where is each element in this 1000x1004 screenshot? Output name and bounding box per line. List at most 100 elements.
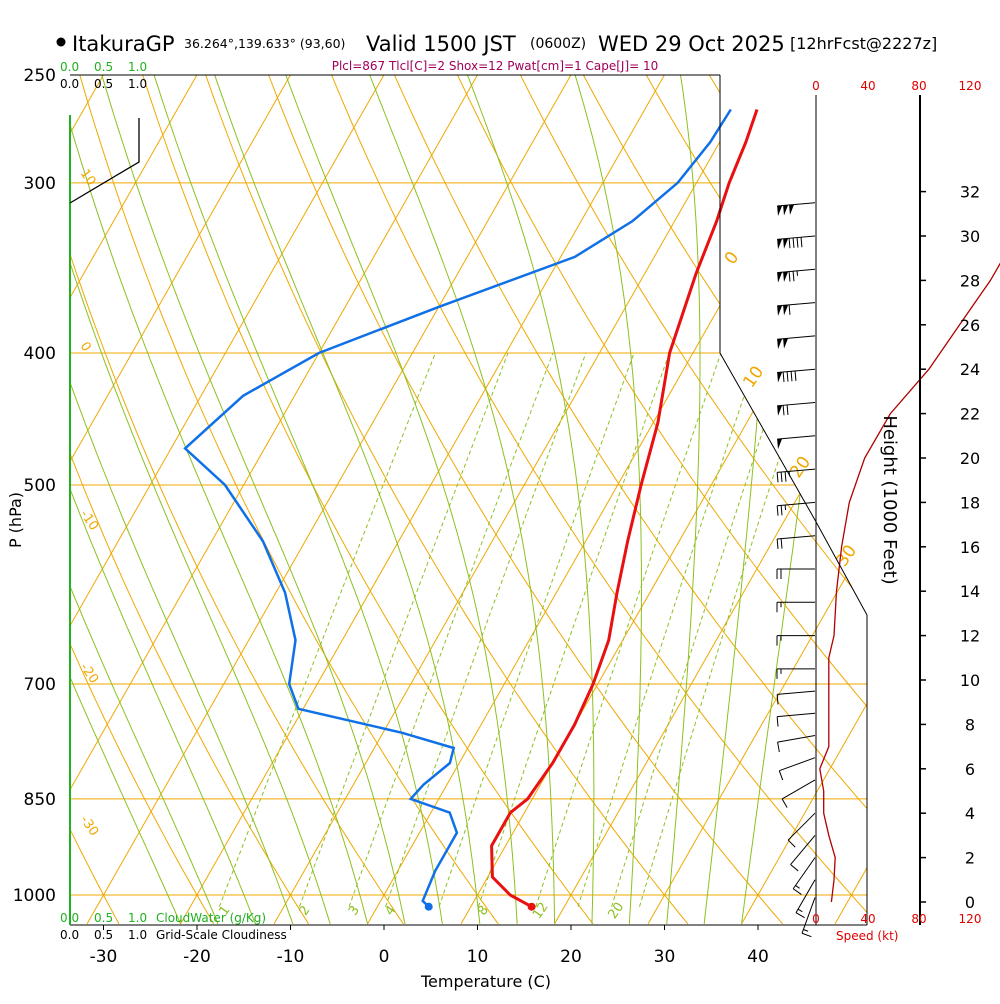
height-tick-label: 8 <box>965 715 975 734</box>
temperature-tick-label: -20 <box>183 947 211 967</box>
height-tick-label: 6 <box>965 760 975 779</box>
speed-tick: 120 <box>959 79 982 93</box>
isotherm-label: 0 <box>721 248 744 268</box>
wind-barb-half-flag <box>798 909 802 912</box>
dry-adiabat-line <box>206 75 688 924</box>
wind-barb <box>777 536 815 549</box>
moist-adiabat-line <box>704 75 773 924</box>
height-tick-label: 28 <box>960 271 980 290</box>
height-tick-label: 16 <box>960 538 980 557</box>
wind-barb-flag <box>777 472 778 482</box>
stability-indices: Plcl=867 Tlcl[C]=2 Shox=12 Pwat[cm]=1 Ca… <box>332 59 659 73</box>
height-axis-title: Height (1000 Feet) <box>879 415 900 584</box>
wind-barb-flag <box>785 472 786 482</box>
wind-barb-flag <box>778 742 780 752</box>
wind-barb-staff <box>779 758 815 771</box>
wind-barbs <box>777 203 815 937</box>
y-axis-title: P (hPa) <box>6 492 25 548</box>
moist-adiabat-line <box>742 75 850 924</box>
wind-barb-flag <box>777 506 778 516</box>
wind-barb-pennant <box>783 272 788 282</box>
wind-barb-pennant <box>777 372 782 382</box>
height-tick-label: 26 <box>960 316 980 335</box>
isotherm-label: 10 <box>739 363 768 392</box>
speed-tick: 0 <box>812 79 820 93</box>
mixing-ratio-line <box>219 353 435 907</box>
cloud-water-tick: 0.5 <box>94 60 113 74</box>
cloud-water-tick: 0.5 <box>94 911 113 925</box>
wind-barb-flag <box>796 913 805 918</box>
speed-tick: 0 <box>812 912 820 926</box>
isotherm-line <box>555 75 1000 924</box>
temperature-tick-label: -10 <box>277 947 305 967</box>
wind-barb-flag <box>789 272 790 282</box>
wind-barb-pennant <box>777 206 782 216</box>
isotherm-line <box>274 75 758 924</box>
isotherm-label: 10 <box>77 167 99 189</box>
mixing-ratio-label: 3 <box>346 903 363 918</box>
wind-barb-half-flag <box>803 930 808 932</box>
wind-barb-pennant <box>777 439 782 449</box>
wind-barb-staff <box>782 780 815 799</box>
wind-barb <box>777 269 815 282</box>
wind-barb <box>777 369 815 382</box>
wind-barb-staff <box>777 502 815 505</box>
wind-barb-flag <box>801 237 802 247</box>
wind-barb-staff <box>791 835 815 864</box>
height-tick-label: 10 <box>960 671 980 690</box>
wind-barb-flag <box>781 539 782 549</box>
wind-barb-flag <box>793 238 794 248</box>
moist-adiabat-line <box>154 75 442 924</box>
valid-date: WED 29 Oct 2025 <box>598 32 785 56</box>
speed-tick: 120 <box>959 912 982 926</box>
height-tick-label: 24 <box>960 360 980 379</box>
mixing-ratio-label: 2 <box>297 903 314 918</box>
forecast-info: [12hrFcst@2227z] <box>790 34 937 53</box>
wind-barb-flag <box>781 472 782 482</box>
wind-barb <box>777 569 815 579</box>
temperature-tick-label: -30 <box>90 947 118 967</box>
mixing-ratio-label: 20 <box>606 900 628 922</box>
wind-barb <box>777 436 815 449</box>
speed-axis-label: Speed (kt) <box>836 929 898 943</box>
isotherm-label: -30 <box>77 813 101 839</box>
isotherm-line <box>461 75 945 924</box>
wind-barb <box>778 736 815 752</box>
wind-barb-pennant <box>783 305 788 315</box>
dry-adiabat-line <box>709 75 1000 924</box>
surface-dewpoint-dot <box>425 903 433 911</box>
wind-barb-flag <box>797 238 798 248</box>
pressure-tick-label: 700 <box>24 675 56 695</box>
pressure-tick-label: 400 <box>24 344 56 364</box>
moist-adiabat-line <box>15 75 330 924</box>
wind-barb-staff <box>793 858 815 889</box>
wind-barb-flag <box>779 771 782 780</box>
wind-barb <box>793 858 815 895</box>
cloudiness-tick: 1.0 <box>128 928 147 942</box>
wind-barb-pennant <box>783 238 788 248</box>
wind-barb-flag <box>788 840 795 847</box>
isotherm-line <box>368 75 852 924</box>
cloudiness-tick: 0.0 <box>60 77 79 91</box>
wind-barb-flag <box>783 372 784 382</box>
wind-barb-half-flag <box>795 885 799 888</box>
temperature-tick-label: 0 <box>379 947 390 967</box>
wind-barb <box>777 203 815 216</box>
wind-barb <box>779 758 815 780</box>
wind-barb-staff <box>777 336 815 339</box>
wind-barb <box>777 236 815 249</box>
speed-tick: 80 <box>911 79 926 93</box>
mixing-ratio-line <box>349 353 553 907</box>
wind-barb-flag <box>789 238 790 248</box>
wind-barb-pennant <box>777 305 782 315</box>
wind-barb-pennant <box>777 339 782 349</box>
surface-temperature-dot <box>528 903 536 911</box>
isotherm-line <box>0 75 384 924</box>
pressure-tick-label: 1000 <box>13 886 56 906</box>
dry-adiabat-line <box>898 75 1000 924</box>
wind-barb-flag <box>777 717 778 727</box>
station-name: ItakuraGP <box>72 32 175 56</box>
wind-barb <box>777 303 815 316</box>
